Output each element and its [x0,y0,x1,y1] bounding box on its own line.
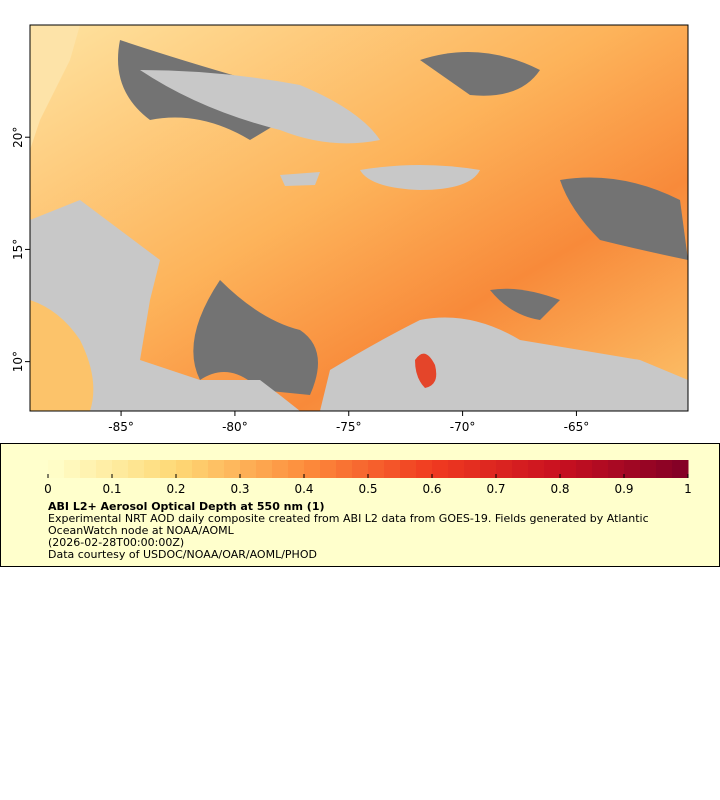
colorbar-step [352,460,369,478]
colorbar-tick-label: 0.5 [358,482,377,496]
colorbar-step [464,460,481,478]
colorbar-step [176,460,193,478]
colorbar-step [576,460,593,478]
colorbar-step [512,460,529,478]
colorbar-tick-label: 0.9 [614,482,633,496]
colorbar-step [160,460,177,478]
colorbar-step [448,460,465,478]
map-image [30,25,688,411]
y-tick-label: 15° [11,239,25,260]
colorbar-step [368,460,385,478]
colorbar-step [240,460,257,478]
map-frame [29,24,689,412]
colorbar-step [192,460,209,478]
colorbar-tick-label: 0.6 [422,482,441,496]
colorbar-step [80,460,97,478]
x-tick-label: -70° [450,420,476,434]
colorbar-step [480,460,497,478]
colorbar-step [656,460,673,478]
colorbar-step [96,460,113,478]
legend-credit: Data courtesy of USDOC/NOAA/OAR/AOML/PHO… [48,548,317,561]
colorbar-step [496,460,513,478]
colorbar-tick-label: 1 [684,482,692,496]
colorbar-step [112,460,129,478]
legend-description: Experimental NRT AOD daily composite cre… [48,512,649,537]
colorbar-tick-label: 0.4 [294,482,313,496]
colorbar-step [528,460,545,478]
colorbar-step [256,460,273,478]
colorbar-step [336,460,353,478]
colorbar-tick-label: 0 [44,482,52,496]
legend-title: ABI L2+ Aerosol Optical Depth at 550 nm … [48,500,325,513]
colorbar-step [224,460,241,478]
colorbar-step [672,460,689,478]
colorbar: 0 0.1 0.2 0.3 0.4 0.5 0.6 0.7 0.8 0.9 1 [44,460,692,496]
colorbar-step [640,460,657,478]
colorbar-tick-label: 0.7 [486,482,505,496]
x-tick-label: -75° [336,420,362,434]
colorbar-step [208,460,225,478]
colorbar-step [304,460,321,478]
colorbar-step [288,460,305,478]
y-tick-label: 10° [11,351,25,372]
colorbar-step [416,460,433,478]
colorbar-step [608,460,625,478]
y-tick-label: 20° [11,127,25,148]
colorbar-step [128,460,145,478]
colorbar-step [432,460,449,478]
colorbar-tick-label: 0.8 [550,482,569,496]
colorbar-step [64,460,81,478]
legend-time: (2026-02-28T00:00:00Z) [48,536,185,549]
colorbar-step [624,460,641,478]
colorbar-step [384,460,401,478]
colorbar-step [544,460,561,478]
colorbar-step [272,460,289,478]
colorbar-tick-label: 0.2 [166,482,185,496]
x-tick-label: -65° [564,420,590,434]
colorbar-step [320,460,337,478]
x-tick-label: -85° [108,420,134,434]
colorbar-tick-label: 0.1 [102,482,121,496]
colorbar-tick-label: 0.3 [230,482,249,496]
colorbar-step [560,460,577,478]
colorbar-step [592,460,609,478]
colorbar-step [144,460,161,478]
colorbar-step [400,460,417,478]
colorbar-step [48,460,65,478]
x-tick-label: -80° [222,420,248,434]
